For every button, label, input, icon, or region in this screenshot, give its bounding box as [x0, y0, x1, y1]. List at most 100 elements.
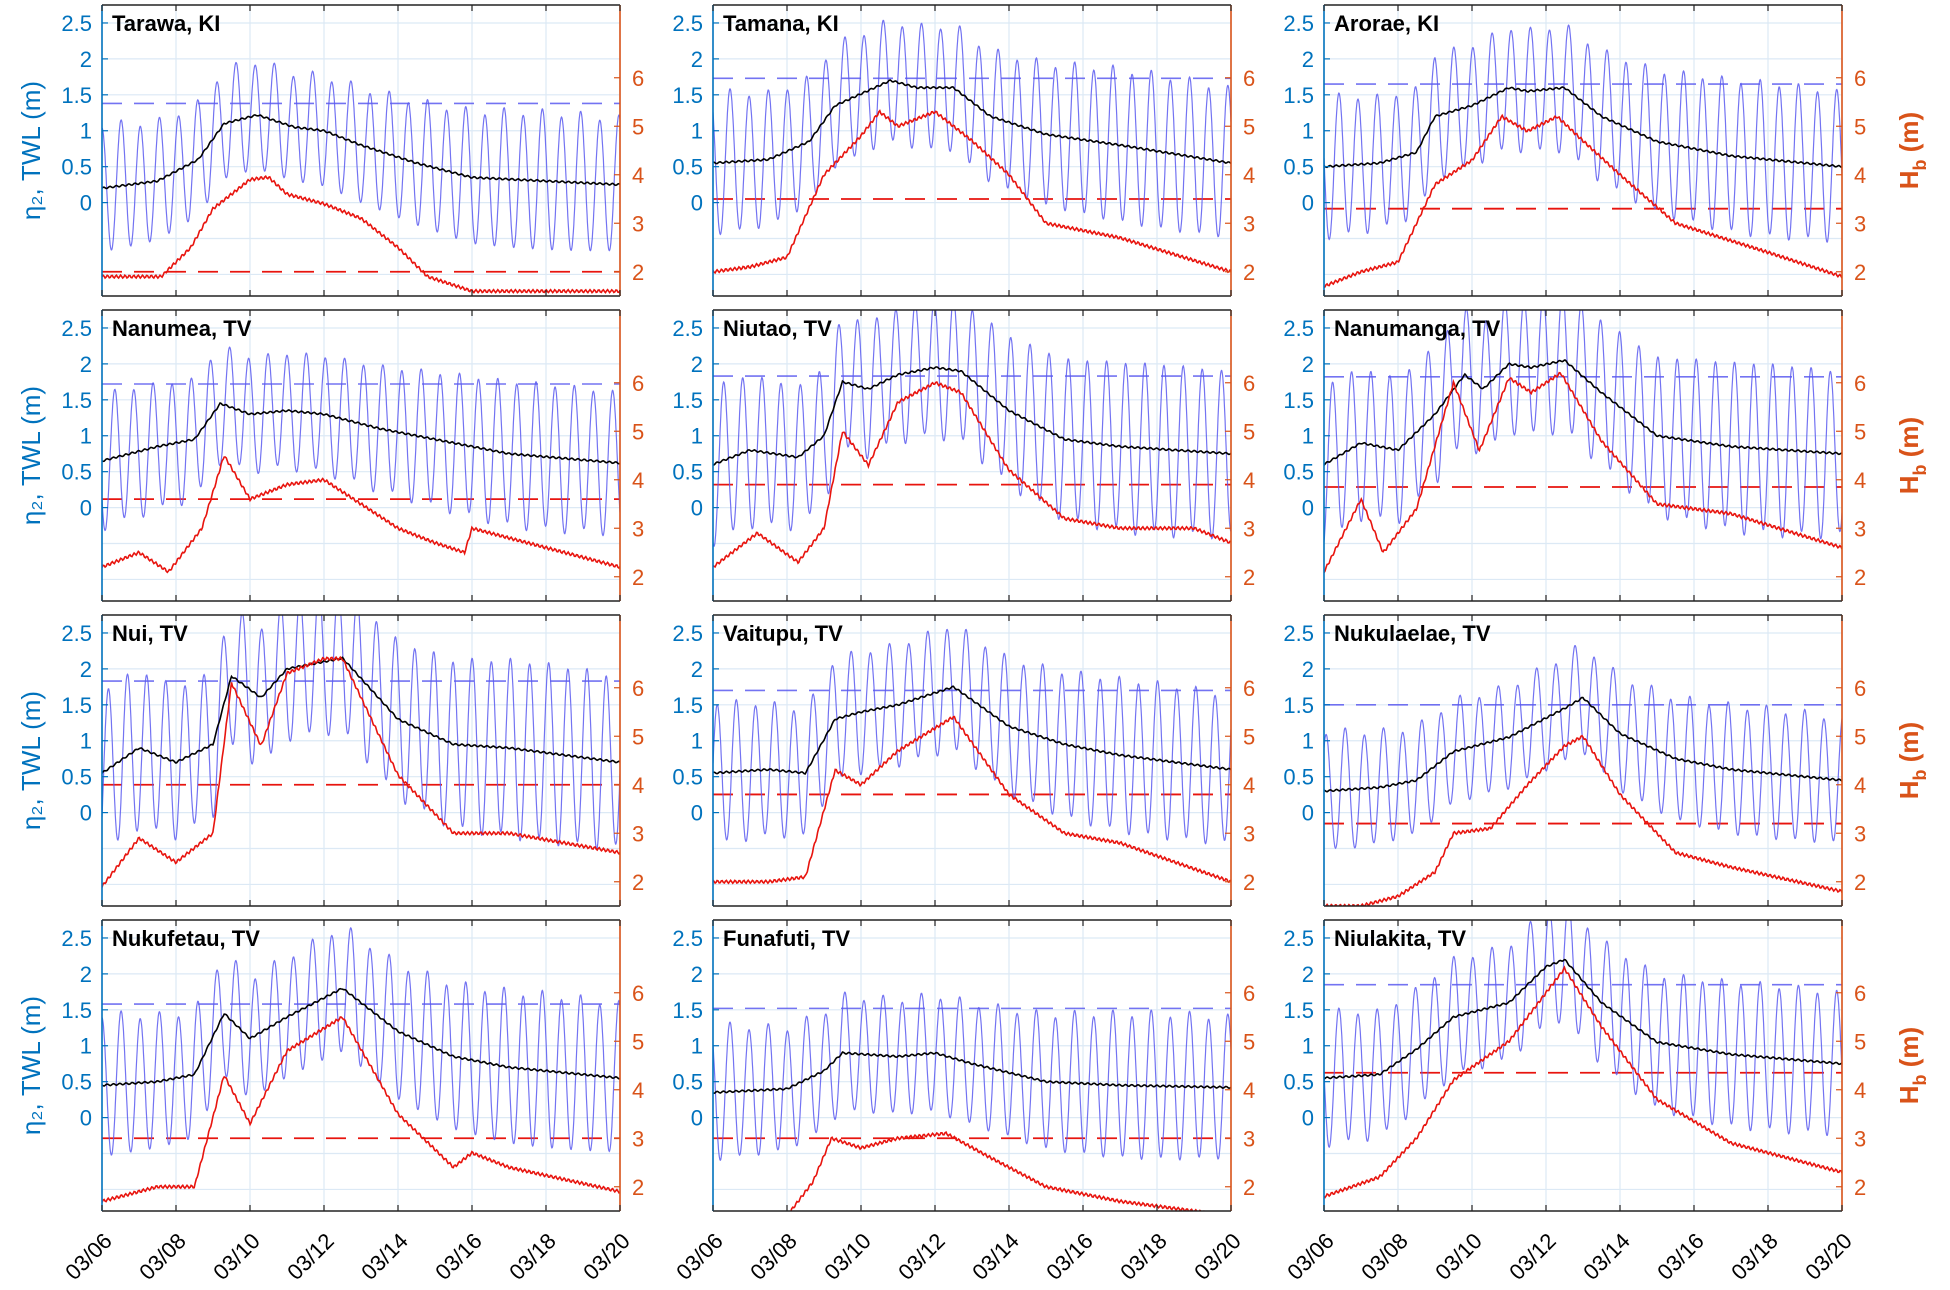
- panel-title: Arorae, KI: [1334, 11, 1439, 36]
- right-tick-label: 2: [632, 1175, 644, 1200]
- left-tick-label: 1.5: [672, 693, 703, 718]
- right-tick-label: 4: [1854, 1078, 1866, 1103]
- right-axis-label-main: H: [1894, 780, 1924, 799]
- right-axis-label-main: H: [1894, 1085, 1924, 1104]
- series-group: [1324, 310, 1842, 574]
- left-tick-label: 2.5: [1283, 621, 1314, 646]
- left-tick-label: 1: [691, 1034, 703, 1059]
- right-tick-label: 2: [632, 870, 644, 895]
- panel-tarawa: 0 0.5 1 1.5 2 2.5 2 3 4 5 6 Tarawa, KI η₂, TWL (m): [16, 4, 644, 297]
- right-tick-label: 3: [632, 821, 644, 846]
- hb-series: [102, 1016, 620, 1203]
- right-tick-label: 3: [1243, 821, 1255, 846]
- left-tick-label: 2: [1302, 962, 1314, 987]
- twl-series: [1324, 86, 1842, 169]
- right-tick-label: 6: [1854, 981, 1866, 1006]
- right-tick-label: 6: [632, 981, 644, 1006]
- left-tick-label: 0.5: [672, 155, 703, 180]
- left-tick-label: 1: [80, 119, 92, 144]
- right-tick-label: 3: [1243, 1126, 1255, 1151]
- left-tick-label: 1.5: [1283, 998, 1314, 1023]
- left-tick-label: 2: [691, 47, 703, 72]
- x-tick-label: 03/06: [1282, 1228, 1339, 1285]
- panel-title: Tamana, KI: [723, 11, 839, 36]
- twl-series: [102, 656, 620, 774]
- left-axis-label: η₂, TWL (m): [16, 691, 46, 830]
- right-tick-label: 5: [1243, 1029, 1255, 1054]
- right-tick-label: 2: [1243, 565, 1255, 590]
- left-tick-label: 1.5: [61, 83, 92, 108]
- panel-vaitupu: 0 0.5 1 1.5 2 2.5 2 3 4 5 6 Vaitupu, TV: [672, 614, 1255, 907]
- right-tick-label: 6: [1854, 676, 1866, 701]
- series-group: [102, 61, 620, 294]
- right-tick-label: 6: [1243, 371, 1255, 396]
- x-tick-label: 03/16: [1652, 1228, 1709, 1285]
- hb-series: [1324, 371, 1842, 574]
- twl-series: [102, 987, 620, 1087]
- right-tick-label: 5: [1854, 114, 1866, 139]
- x-tick-label: 03/20: [578, 1228, 635, 1285]
- left-tick-label: 0.5: [61, 460, 92, 485]
- left-tick-label: 2.5: [61, 926, 92, 951]
- left-tick-label: 0.5: [61, 765, 92, 790]
- left-tick-label: 0: [1302, 801, 1314, 826]
- right-tick-label: 2: [1854, 260, 1866, 285]
- panel-nukulaelae: 0 0.5 1 1.5 2 2.5 2 3 4 5 6 Nukulaelae, TV Hb (m): [1283, 614, 1930, 907]
- left-tick-label: 1.5: [1283, 693, 1314, 718]
- right-tick-label: 3: [1243, 516, 1255, 541]
- right-axis-label-unit: (m): [1894, 722, 1924, 770]
- hb-series: [713, 109, 1231, 275]
- left-tick-label: 1: [80, 424, 92, 449]
- right-tick-label: 5: [632, 1029, 644, 1054]
- right-axis-label-main: H: [1894, 475, 1924, 494]
- left-tick-label: 2: [691, 657, 703, 682]
- left-tick-label: 2.5: [672, 621, 703, 646]
- right-tick-label: 5: [1243, 419, 1255, 444]
- left-tick-label: 2.5: [1283, 316, 1314, 341]
- left-tick-label: 0: [691, 801, 703, 826]
- left-tick-label: 2.5: [61, 316, 92, 341]
- left-tick-label: 2: [691, 962, 703, 987]
- left-tick-label: 1.5: [1283, 388, 1314, 413]
- tide-series: [102, 61, 620, 252]
- right-tick-label: 6: [1243, 676, 1255, 701]
- right-tick-label: 4: [1243, 163, 1255, 188]
- right-tick-label: 3: [1243, 211, 1255, 236]
- panel-title: Tarawa, KI: [112, 11, 220, 36]
- left-tick-label: 2: [80, 352, 92, 377]
- series-group: [713, 628, 1231, 885]
- panel-title: Nanumea, TV: [112, 316, 252, 341]
- left-tick-label: 0.5: [1283, 155, 1314, 180]
- left-tick-label: 0: [80, 1106, 92, 1131]
- twl-series: [713, 366, 1231, 466]
- left-tick-label: 1: [1302, 119, 1314, 144]
- panel-niulakita: 0 0.5 1 1.5 2 2.5 2 3 4 5 6 Niulakita, TV Hb (m) 03/0…: [1282, 919, 1930, 1285]
- left-tick-label: 1: [691, 729, 703, 754]
- panel-title: Nukufetau, TV: [112, 926, 260, 951]
- left-tick-label: 0.5: [1283, 765, 1314, 790]
- x-tick-label: 03/08: [1356, 1228, 1413, 1285]
- twl-series: [713, 79, 1231, 165]
- right-tick-label: 2: [632, 565, 644, 590]
- right-tick-label: 3: [632, 1126, 644, 1151]
- left-tick-label: 0.5: [672, 460, 703, 485]
- left-tick-label: 2: [1302, 47, 1314, 72]
- panel-nanumanga: 0 0.5 1 1.5 2 2.5 2 3 4 5 6 Nanumanga, TV Hb (m): [1283, 309, 1930, 602]
- plot-area: [713, 615, 1231, 906]
- grid: [1323, 310, 1843, 601]
- left-tick-label: 0.5: [61, 155, 92, 180]
- right-axis-label: Hb (m): [1894, 722, 1930, 799]
- right-tick-label: 5: [632, 724, 644, 749]
- panel-title: Vaitupu, TV: [723, 621, 843, 646]
- right-axis-label-sub: b: [1910, 769, 1930, 780]
- x-tick-label: 03/20: [1189, 1228, 1246, 1285]
- right-tick-label: 2: [1243, 1175, 1255, 1200]
- left-tick-label: 1.5: [672, 388, 703, 413]
- left-tick-label: 0: [1302, 1106, 1314, 1131]
- x-tick-label: 03/10: [1430, 1228, 1487, 1285]
- left-tick-label: 2.5: [61, 11, 92, 36]
- left-tick-label: 1: [1302, 424, 1314, 449]
- left-tick-label: 1.5: [61, 388, 92, 413]
- right-tick-label: 4: [1243, 468, 1255, 493]
- grid: [712, 5, 1232, 296]
